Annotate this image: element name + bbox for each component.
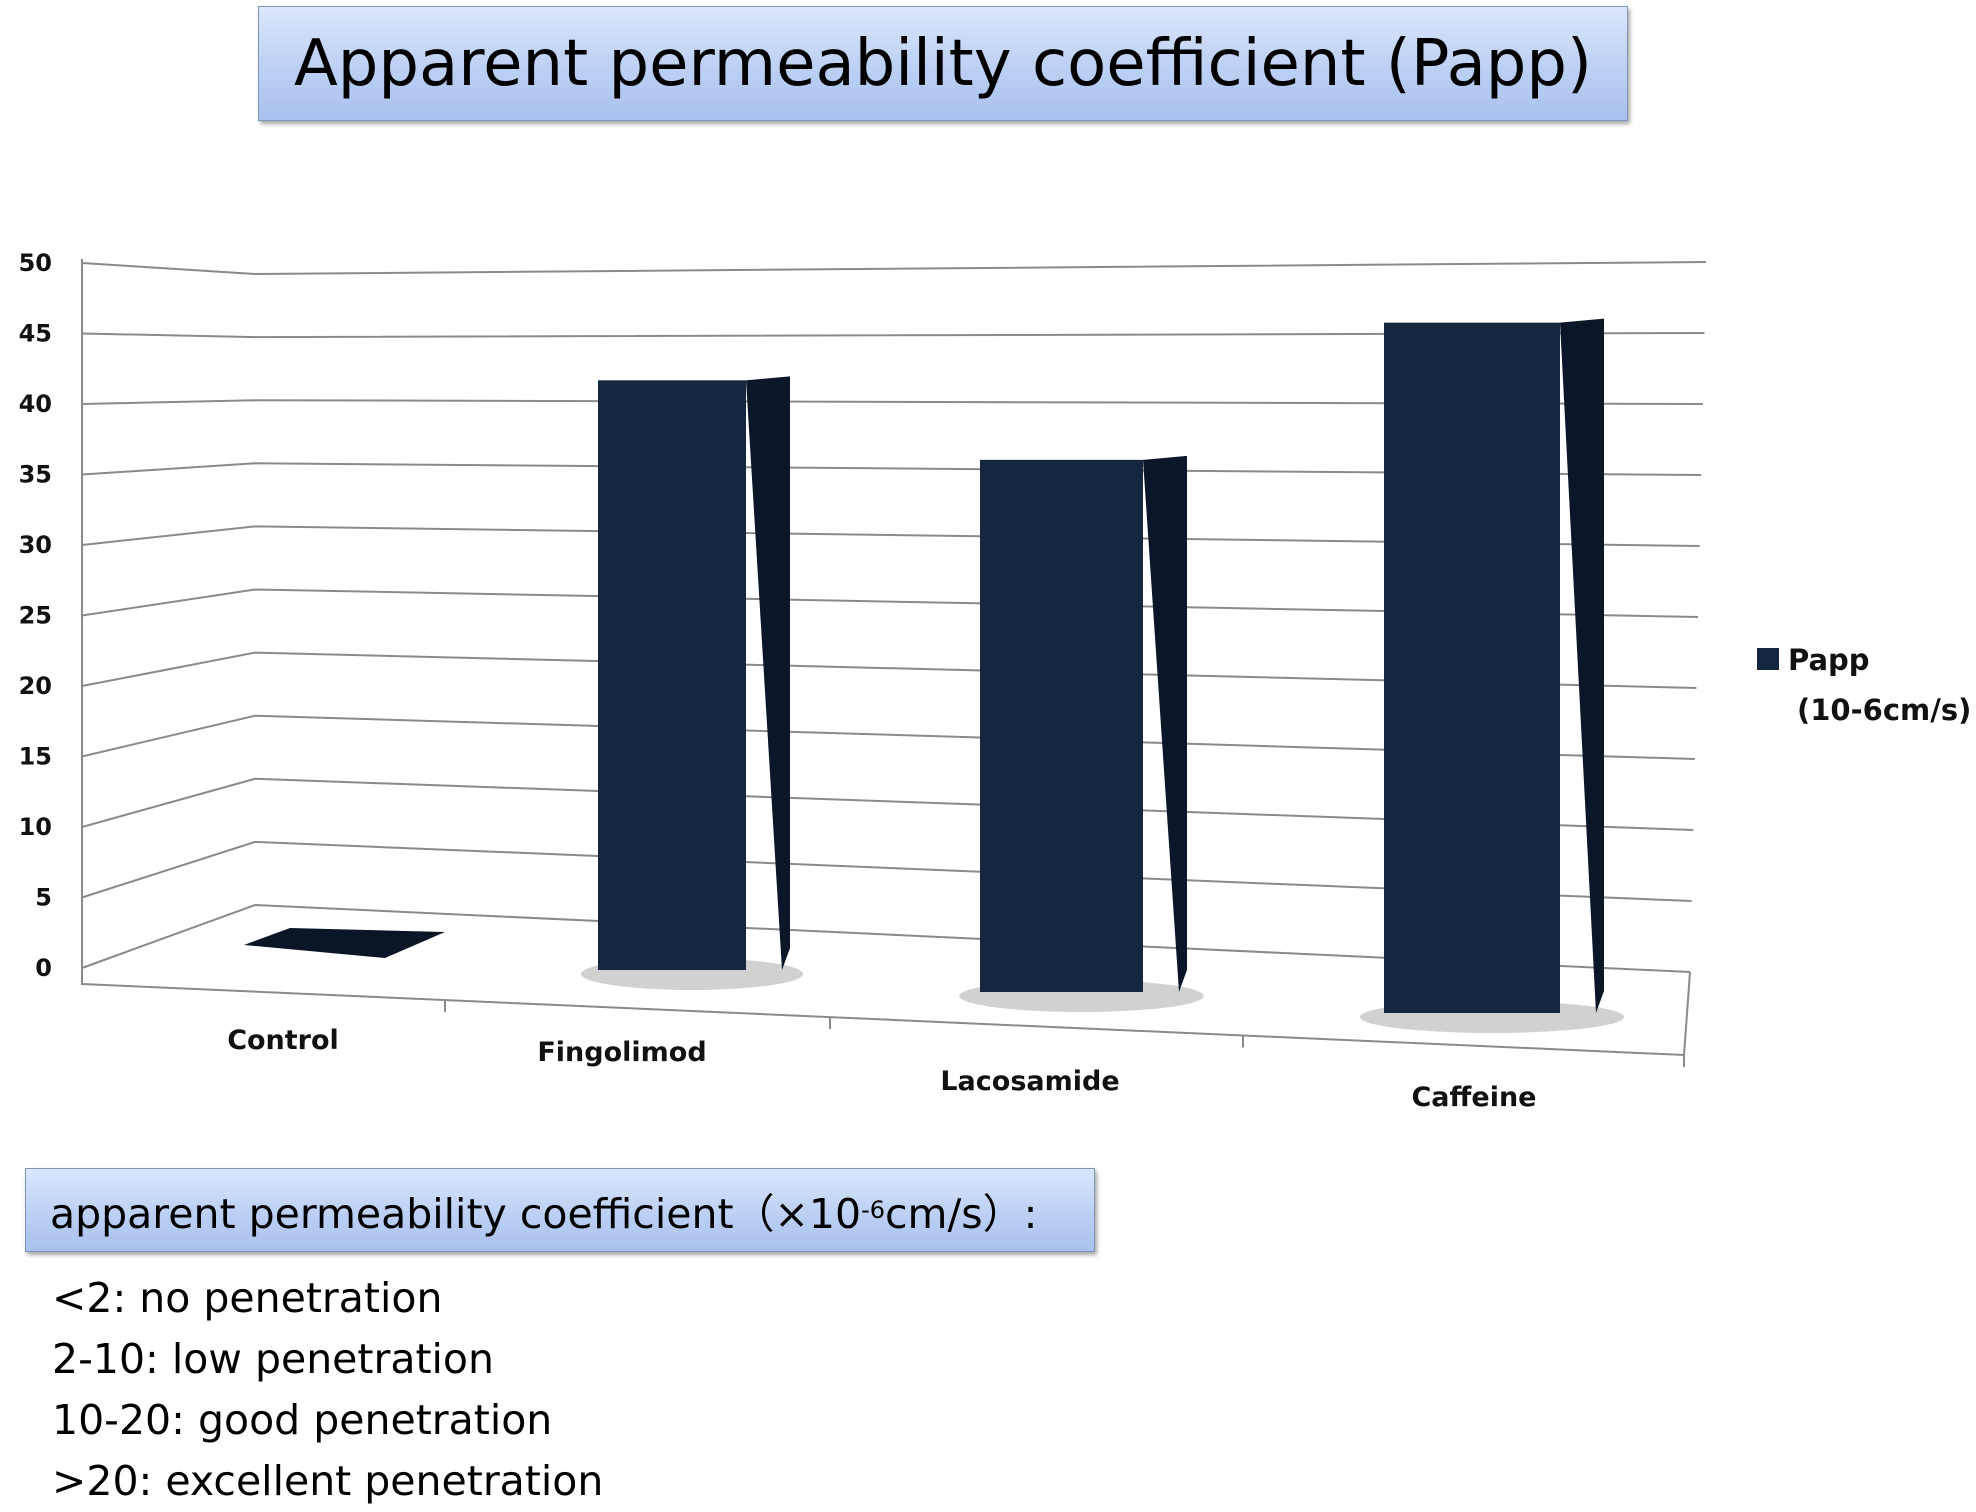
scale-heading: apparent permeability coefficient（×10 -6 c… [25,1168,1095,1252]
bar [1384,322,1560,1013]
scale-item: <2: no penetration [52,1274,443,1322]
bar-side [746,376,790,970]
gridline [81,332,1705,339]
y-tick-label: 10 [19,813,52,841]
bar-chart: 0 5 10 15 20 25 30 35 40 45 50 Control Fingolimod La… [19,249,1972,1113]
gridline [81,903,1691,973]
legend-label-line1: Papp [1788,643,1870,677]
scale-list: <2: no penetration 2-10: low penetration… [52,1268,603,1512]
scale-item: 10-20: good penetration [52,1396,553,1444]
bar-side [1560,318,1604,1013]
y-tick-label: 45 [19,320,52,348]
gridline [81,525,1700,547]
y-tick-label: 5 [35,884,52,912]
y-tick-label: 35 [19,461,52,489]
y-axis-ticks: 0 5 10 15 20 25 30 35 40 45 50 [19,249,52,982]
category-label: Control [227,1025,339,1056]
legend: Papp (10-6cm/s) [1757,643,1971,727]
gridline [81,777,1694,831]
bar [598,380,746,970]
gridline [81,651,1697,689]
scale-item: 2-10: low penetration [52,1335,494,1383]
category-labels: Control Fingolimod Lacosamide Caffeine [227,1025,1536,1113]
category-label: Fingolimod [537,1037,706,1068]
category-label: Caffeine [1411,1082,1536,1113]
bar [980,459,1143,993]
y-tick-label: 15 [19,743,52,771]
scale-heading-exponent: -6 [861,1196,885,1224]
category-label: Lacosamide [940,1066,1119,1097]
gridline [81,840,1692,902]
scale-item: >20: excellent penetration [52,1457,604,1505]
legend-swatch [1757,648,1779,670]
chart-title: Apparent permeability coefficient (Papp) [258,6,1628,121]
bar [244,928,445,958]
bars [244,318,1624,1033]
scale-heading-unit: cm/s）: [885,1190,1038,1238]
floor-edge [81,968,1691,1057]
y-tick-label: 50 [19,249,52,277]
gridline [81,588,1699,618]
y-tick-label: 30 [19,531,52,559]
legend-label-line2: (10-6cm/s) [1797,693,1971,727]
y-tick-label: 25 [19,602,52,630]
bar-side [1143,455,1187,993]
gridline [81,714,1695,760]
gridline [81,399,1703,405]
axes [81,259,1691,1067]
scale-heading-text: apparent permeability coefficient（×10 [50,1190,862,1238]
y-tick-label: 0 [35,954,52,982]
y-tick-label: 40 [19,390,52,418]
gridlines [81,261,1707,973]
y-tick-label: 20 [19,672,52,700]
gridline [81,462,1702,476]
gridline [81,261,1707,276]
